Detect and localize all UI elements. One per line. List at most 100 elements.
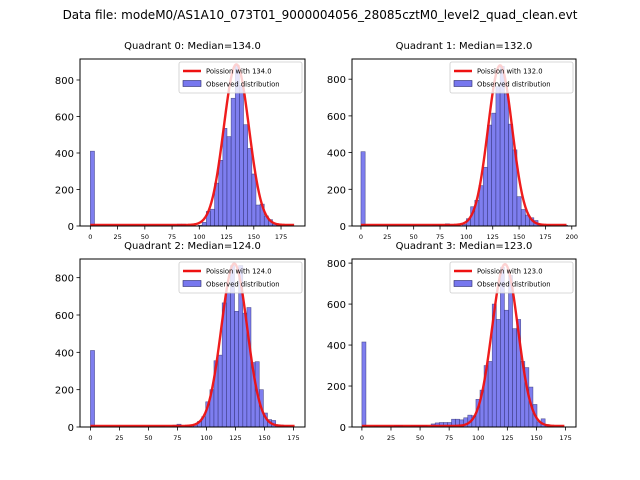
- x-tick-label: 175: [287, 434, 299, 442]
- histogram-bar: [239, 85, 244, 227]
- histogram-bar: [508, 123, 514, 227]
- x-tick-label: 175: [539, 233, 551, 241]
- histogram-bar: [251, 173, 257, 227]
- x-tick-label: 125: [501, 434, 513, 442]
- legend: Poission with 123.0 Observed distribution: [449, 261, 574, 294]
- legend-box: [178, 261, 303, 294]
- x-tick-label: 50: [144, 434, 152, 442]
- y-tick-label: 600: [55, 112, 74, 123]
- histogram-bar: [247, 148, 253, 227]
- y-tick-label: 600: [55, 311, 74, 322]
- histogram-bar: [487, 124, 492, 227]
- histogram-bar: [243, 124, 248, 227]
- legend-label-observed: Observed distribution: [477, 81, 551, 89]
- y-tick-label: 200: [327, 382, 346, 393]
- histogram-bar: [482, 166, 488, 227]
- y-tick-label: 200: [55, 386, 74, 397]
- axes-frame: [79, 58, 306, 227]
- histogram-bar: [361, 341, 367, 428]
- legend-label-fit: Poission with 134.0: [206, 68, 272, 76]
- x-tick-label: 25: [387, 434, 395, 442]
- histogram-bar: [504, 309, 509, 428]
- histogram-bar: [512, 328, 517, 428]
- x-tick-label: 75: [436, 233, 444, 241]
- histogram-bar: [230, 97, 236, 227]
- y-tick-label: 0: [68, 423, 74, 434]
- poisson-fit-line: [90, 262, 295, 428]
- poisson-fit-line: [90, 63, 295, 227]
- legend-label-observed: Observed distribution: [206, 81, 280, 89]
- x-tick-label: 25: [383, 233, 391, 241]
- histogram-bar: [217, 354, 223, 428]
- x-tick-label: 200: [566, 233, 578, 241]
- x-tick-label: 75: [173, 434, 181, 442]
- legend-box: [449, 61, 574, 94]
- y-tick-label: 0: [340, 423, 346, 434]
- legend: Poission with 132.0 Observed distribution: [449, 61, 574, 94]
- y-tick-label: 400: [55, 149, 74, 160]
- subplot-title: Quadrant 0: Median=134.0: [124, 41, 261, 52]
- histogram-bar: [210, 208, 215, 227]
- y-tick-label: 0: [68, 222, 74, 233]
- histogram-bar: [90, 150, 95, 227]
- poisson-fit-line: [360, 64, 567, 227]
- legend-bar-swatch: [453, 80, 473, 87]
- x-tick-label: 0: [360, 434, 364, 442]
- x-tick-label: 25: [115, 434, 123, 442]
- x-tick-label: 100: [460, 233, 472, 241]
- x-tick-label: 50: [141, 233, 149, 241]
- x-tick-label: 0: [88, 434, 92, 442]
- subplot-title: Quadrant 3: Median=123.0: [396, 241, 533, 252]
- legend-label-fit: Poission with 124.0: [206, 268, 272, 276]
- subplot-quadrant-3: Quadrant 3: Median=123.0 0 25 50 75 100 125 150…: [327, 241, 577, 442]
- subplot-title: Quadrant 2: Median=124.0: [124, 241, 261, 252]
- histogram-bar: [508, 275, 513, 428]
- histogram-bar: [495, 319, 501, 428]
- histogram-bars: [360, 66, 568, 227]
- poisson-fit-line: [361, 262, 565, 428]
- x-tick-label: 50: [416, 434, 424, 442]
- legend: Poission with 124.0 Observed distribution: [178, 261, 303, 294]
- y-tick-label: 200: [327, 185, 346, 196]
- histogram-bar: [201, 222, 207, 227]
- x-tick-label: 50: [410, 233, 418, 241]
- axes-frame: [351, 58, 577, 227]
- x-tick-label: 0: [359, 233, 363, 241]
- histogram-bar: [226, 292, 231, 428]
- y-tick-label: 800: [55, 76, 74, 87]
- histogram-bar: [255, 204, 261, 227]
- legend-bar-swatch: [453, 280, 473, 287]
- histogram-bar: [226, 136, 232, 227]
- histogram-bar: [491, 112, 497, 227]
- legend-box: [178, 61, 303, 94]
- y-tick-label: 600: [327, 112, 346, 123]
- legend-bar-swatch: [182, 280, 202, 287]
- x-tick-label: 150: [530, 434, 542, 442]
- x-tick-label: 175: [275, 233, 287, 241]
- x-tick-label: 75: [445, 434, 453, 442]
- axes-frame: [79, 258, 306, 428]
- x-tick-label: 175: [559, 434, 571, 442]
- histogram-bar: [504, 93, 509, 227]
- histogram-bar: [520, 209, 526, 227]
- legend-label-observed: Observed distribution: [206, 281, 280, 289]
- histogram-bar: [516, 196, 522, 227]
- subplot-title: Quadrant 1: Median=132.0: [396, 41, 533, 52]
- legend: Poission with 134.0 Observed distribution: [178, 61, 303, 94]
- x-tick-label: 125: [229, 434, 241, 442]
- y-tick-label: 400: [327, 341, 346, 352]
- y-tick-label: 200: [55, 185, 74, 196]
- x-tick-label: 100: [193, 233, 205, 241]
- x-tick-label: 0: [88, 233, 92, 241]
- x-tick-label: 125: [220, 233, 232, 241]
- y-tick-label: 400: [55, 348, 74, 359]
- axes-frame: [351, 258, 577, 428]
- legend-label-observed: Observed distribution: [477, 281, 551, 289]
- legend-label-fit: Poission with 132.0: [477, 68, 543, 76]
- histogram-bar: [218, 160, 224, 227]
- histogram-bar: [487, 361, 493, 428]
- histogram-bar: [222, 128, 228, 227]
- x-tick-label: 25: [113, 233, 121, 241]
- y-tick-label: 800: [327, 259, 346, 270]
